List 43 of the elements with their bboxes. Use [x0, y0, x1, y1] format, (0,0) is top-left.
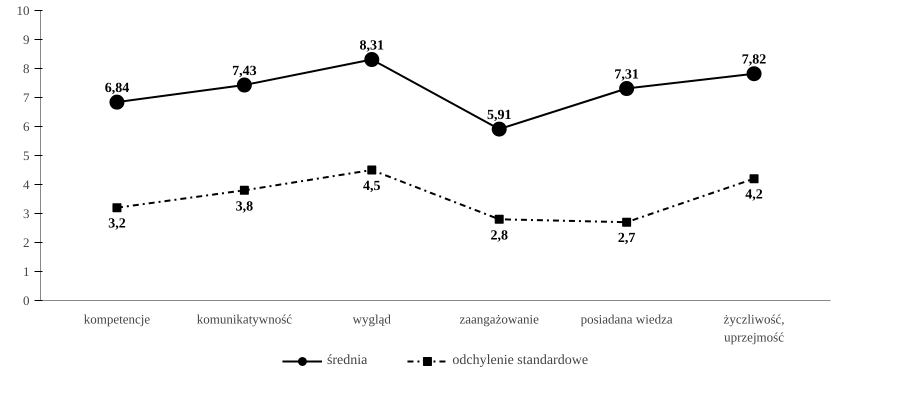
point — [240, 186, 249, 195]
data-label: 5,91 — [486, 108, 512, 124]
point — [364, 52, 380, 67]
x-tick-label: wygląd — [352, 312, 392, 326]
y-tick-label: 3 — [23, 206, 30, 221]
data-label: 8,31 — [360, 38, 384, 54]
point — [367, 166, 376, 174]
y-tick-label: 5 — [23, 148, 30, 163]
point — [492, 122, 507, 137]
point — [112, 203, 122, 212]
x-tick-label: kompetencje — [84, 312, 150, 326]
point — [622, 218, 632, 227]
data-label: 3,2 — [108, 216, 126, 232]
data-label: 6,84 — [104, 81, 130, 96]
y-tick-label: 9 — [23, 32, 30, 47]
legend-label: średnia — [326, 353, 368, 369]
data-label: 7,43 — [232, 64, 257, 80]
point — [109, 94, 124, 110]
x-tick-label: posiadana wiedza — [580, 312, 673, 326]
data-label: 2,7 — [618, 231, 636, 246]
data-label: 2,8 — [490, 228, 508, 244]
data-label: 7,82 — [742, 52, 766, 68]
data-label: 7,31 — [614, 68, 639, 83]
data-label: 3,8 — [236, 199, 254, 214]
point — [619, 81, 634, 96]
y-tick-label: 1 — [23, 264, 30, 279]
y-tick-label: 4 — [23, 177, 30, 192]
data-label: 4,2 — [745, 188, 763, 203]
point — [746, 66, 762, 82]
x-tick-label: komunikatywność — [196, 312, 292, 326]
y-tick-label: 0 — [23, 293, 30, 308]
data-label: 4,5 — [363, 179, 381, 194]
y-tick-label: 10 — [16, 3, 30, 18]
y-tick-label: 7 — [23, 90, 30, 105]
y-tick-label: 2 — [23, 235, 30, 250]
point — [236, 78, 252, 93]
y-tick-label: 6 — [23, 119, 30, 134]
point — [750, 174, 759, 184]
x-tick-label: zaangażowanie — [460, 312, 540, 326]
x-tick-label: życzliwość, uprzejmość — [724, 312, 785, 344]
point — [494, 214, 504, 224]
legend-label: odchylenie standardowe — [452, 353, 588, 369]
y-tick-label: 8 — [23, 61, 30, 76]
